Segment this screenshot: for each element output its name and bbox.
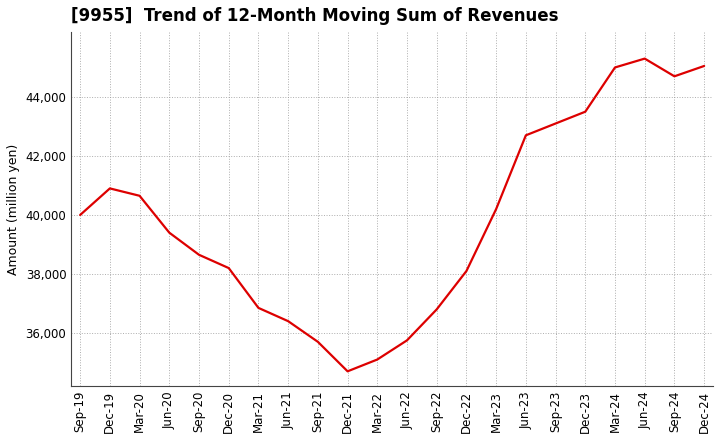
Text: [9955]  Trend of 12-Month Moving Sum of Revenues: [9955] Trend of 12-Month Moving Sum of R… bbox=[71, 7, 559, 25]
Y-axis label: Amount (million yen): Amount (million yen) bbox=[7, 143, 20, 275]
